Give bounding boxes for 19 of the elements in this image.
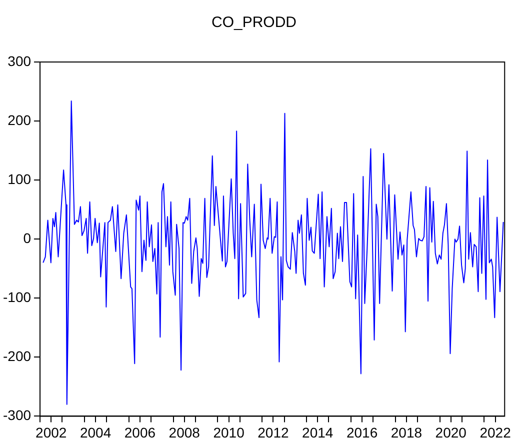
x-tick-label: 2010 [213, 424, 245, 440]
y-tick-label: -100 [2, 288, 32, 305]
y-tick-label: 0 [23, 230, 32, 246]
y-tick-label: -300 [2, 407, 32, 424]
y-tick-label: -200 [2, 348, 32, 364]
x-tick-label: 2012 [258, 424, 289, 440]
x-tick-label: 2004 [80, 424, 112, 440]
chart-title: CO_PRODD [211, 14, 297, 32]
y-tick-label: 200 [8, 112, 32, 128]
x-tick-label: 2020 [435, 424, 467, 440]
x-tick-label: 2002 [36, 424, 67, 440]
x-tick-label: 2018 [390, 424, 422, 440]
x-tick-label: 2016 [346, 424, 378, 440]
y-tick-label: 100 [8, 170, 32, 187]
y-tick-label: 300 [8, 52, 32, 69]
x-tick-label: 2008 [168, 424, 200, 440]
x-tick-label: 2006 [124, 424, 156, 440]
x-tick-label: 2022 [480, 424, 512, 440]
x-tick-label: 2014 [302, 424, 334, 440]
